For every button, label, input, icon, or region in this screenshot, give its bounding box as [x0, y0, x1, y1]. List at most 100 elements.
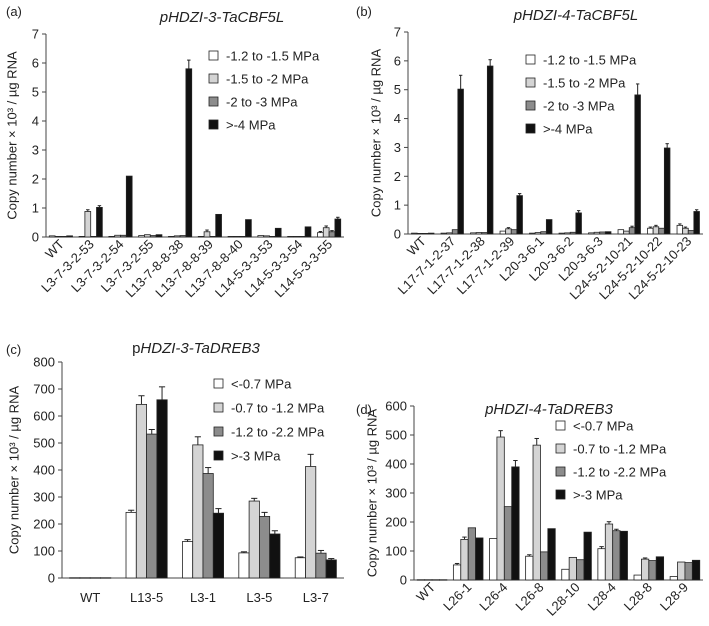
bar — [238, 552, 250, 579]
y-tick-label: 3 — [394, 140, 401, 155]
chart-title-text: pHDZI-3-TaCBF5L — [159, 9, 284, 26]
panel-2: (c) pHDZI-3-TaDREB3 Copy number × 10³ / µg… — [6, 340, 344, 605]
bar — [108, 236, 116, 238]
legend-swatch — [555, 466, 566, 477]
chart-title-prefix: p — [132, 340, 140, 357]
bar — [510, 229, 518, 235]
bar — [676, 224, 684, 235]
chart-title: pHDZI-4-TaCBF5L — [513, 7, 638, 24]
y-tick-label: 7 — [394, 25, 401, 40]
y-tick-label: 3 — [32, 143, 39, 158]
bar — [540, 551, 549, 581]
bar — [197, 236, 205, 238]
bar — [558, 232, 566, 235]
bar — [298, 236, 306, 238]
bar — [60, 236, 68, 238]
bar — [569, 231, 577, 235]
x-tick-label: L3-1 — [190, 590, 216, 605]
panel-label: (c) — [6, 342, 21, 357]
y-axis-label: Copy number × 10³ / µg RNA — [5, 51, 20, 220]
legend-swatch — [213, 426, 224, 437]
y-tick-label: 2 — [32, 172, 39, 187]
bar — [599, 231, 606, 235]
bar — [663, 147, 671, 235]
y-axis-label: Copy number × 10³ / µg RNA — [7, 386, 22, 555]
bar — [192, 444, 204, 579]
x-tick-label: L26-4 — [476, 580, 510, 614]
bar — [452, 564, 462, 581]
x-tick-label: L28-8 — [621, 580, 655, 614]
bar — [687, 230, 695, 235]
bar — [634, 94, 641, 235]
bar — [475, 537, 484, 581]
bar — [120, 234, 127, 238]
bar — [489, 538, 498, 581]
y-tick-label: 7 — [32, 27, 39, 42]
bar — [416, 579, 426, 581]
bar — [258, 516, 271, 579]
bar — [317, 232, 324, 238]
bar — [588, 232, 595, 235]
bar — [647, 227, 654, 235]
bar — [503, 506, 513, 581]
bar — [322, 227, 330, 238]
bar — [617, 229, 625, 235]
y-tick-label: 600 — [33, 409, 55, 424]
bar — [568, 556, 577, 581]
legend-label: -0.7 to -1.2 MPa — [573, 442, 667, 457]
legend-label: -2 to -3 MPa — [226, 95, 298, 110]
bar — [202, 473, 214, 579]
y-tick-label: 4 — [394, 111, 401, 126]
chart-title: pHDZI-4-TaDREB3 — [484, 401, 613, 418]
legend-label: -1.5 to -2 MPa — [226, 72, 309, 87]
bar — [304, 226, 312, 238]
bar — [641, 558, 650, 581]
y-tick-label: 200 — [385, 515, 407, 530]
y-tick-label: 1 — [32, 201, 39, 216]
bar — [511, 466, 520, 581]
chart-title-text: pHDZI-4-TaDREB3 — [484, 401, 613, 418]
x-tick-label: L26-1 — [440, 580, 474, 614]
bar — [146, 433, 158, 579]
legend-swatch — [208, 96, 219, 107]
y-tick-label: 600 — [385, 399, 407, 414]
panel-label: (a) — [6, 4, 22, 19]
bar — [135, 403, 148, 579]
legend-swatch — [555, 420, 566, 431]
bar — [669, 576, 678, 581]
bar — [328, 231, 336, 238]
legend-swatch — [525, 100, 536, 111]
bar — [315, 552, 327, 579]
bar — [149, 235, 157, 238]
bar — [212, 512, 224, 579]
bar — [547, 528, 556, 581]
y-tick-label: 800 — [33, 355, 55, 370]
y-tick-label: 100 — [33, 544, 55, 559]
y-tick-label: 200 — [33, 517, 55, 532]
bar — [576, 559, 585, 581]
y-tick-label: 100 — [385, 544, 407, 559]
y-tick-label: 400 — [33, 463, 55, 478]
legend-label: -1.2 to -2.2 MPa — [573, 465, 667, 480]
bar — [90, 236, 97, 238]
bar — [287, 236, 294, 238]
bar — [100, 577, 112, 579]
bar — [89, 577, 101, 579]
bar — [658, 227, 665, 235]
bar — [628, 227, 636, 235]
chart-title: pHDZI-3-TaCBF5L — [159, 9, 284, 26]
bar — [633, 574, 642, 581]
bar — [215, 213, 222, 238]
bar — [227, 236, 235, 238]
y-tick-label: 4 — [32, 114, 39, 129]
y-tick-label: 700 — [33, 382, 55, 397]
y-tick-label: 400 — [385, 457, 407, 472]
legend-swatch — [525, 123, 536, 134]
bar — [684, 562, 693, 581]
legend-label: >-4 MPa — [543, 122, 593, 137]
bar — [155, 234, 163, 238]
y-tick-label: 500 — [385, 428, 407, 443]
y-tick-label: 0 — [400, 573, 407, 588]
bar — [248, 500, 260, 579]
